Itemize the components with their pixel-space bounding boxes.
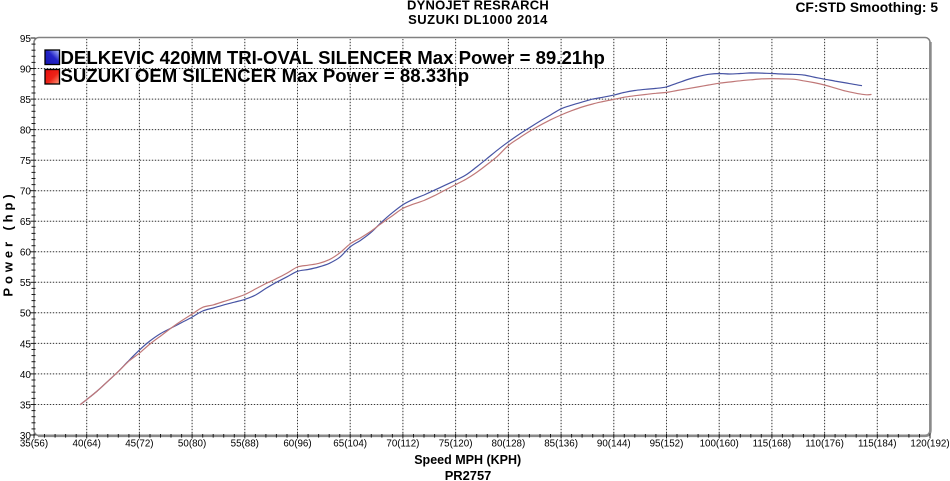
svg-text:85(136): 85(136) (544, 439, 578, 450)
svg-text:75(120): 75(120) (439, 439, 473, 450)
svg-text:DELKEVIC 420MM TRI-OVAL SILENC: DELKEVIC 420MM TRI-OVAL SILENCER Max Pow… (61, 47, 605, 68)
svg-text:65(104): 65(104) (333, 439, 367, 450)
svg-text:115(168): 115(168) (753, 439, 792, 450)
svg-text:SUZUKI DL1000 2014: SUZUKI DL1000 2014 (408, 12, 548, 27)
svg-text:DYNOJET RESRARCH: DYNOJET RESRARCH (407, 0, 549, 13)
svg-text:35(56): 35(56) (20, 439, 48, 450)
svg-text:95(152): 95(152) (650, 439, 684, 450)
svg-text:80: 80 (20, 126, 32, 137)
svg-text:60(96): 60(96) (283, 439, 311, 450)
svg-text:70: 70 (20, 187, 32, 198)
svg-text:SUZUKI OEM SILENCER Max Power: SUZUKI OEM SILENCER Max Power = 88.33hp (61, 65, 470, 86)
svg-text:PR2757: PR2757 (445, 468, 492, 481)
svg-text:45(72): 45(72) (125, 439, 153, 450)
svg-text:55: 55 (20, 278, 32, 289)
svg-text:CF:STD Smoothing: 5: CF:STD Smoothing: 5 (795, 0, 938, 15)
svg-text:50: 50 (20, 309, 32, 320)
svg-text:45: 45 (20, 339, 32, 350)
svg-text:55(88): 55(88) (231, 439, 259, 450)
svg-text:95: 95 (20, 34, 32, 45)
svg-text:30: 30 (20, 431, 32, 442)
svg-text:75: 75 (20, 156, 32, 167)
svg-text:70(112): 70(112) (386, 439, 419, 450)
svg-text:35: 35 (20, 400, 32, 411)
svg-text:115(184): 115(184) (858, 439, 897, 450)
svg-text:60: 60 (20, 248, 32, 259)
svg-text:100(160): 100(160) (700, 439, 739, 450)
svg-text:65: 65 (20, 217, 32, 228)
svg-text:90: 90 (20, 64, 32, 75)
svg-text:Power (hp): Power (hp) (0, 190, 15, 296)
svg-text:80(128): 80(128) (492, 439, 526, 450)
svg-text:40(64): 40(64) (73, 439, 101, 450)
svg-text:85: 85 (20, 95, 32, 106)
svg-text:120(192): 120(192) (910, 439, 949, 450)
svg-text:40: 40 (20, 370, 32, 381)
svg-text:90(144): 90(144) (597, 439, 631, 450)
svg-text:50(80): 50(80) (178, 439, 206, 450)
svg-text:Speed MPH (KPH): Speed MPH (KPH) (414, 453, 521, 467)
svg-text:110(176): 110(176) (805, 439, 844, 450)
